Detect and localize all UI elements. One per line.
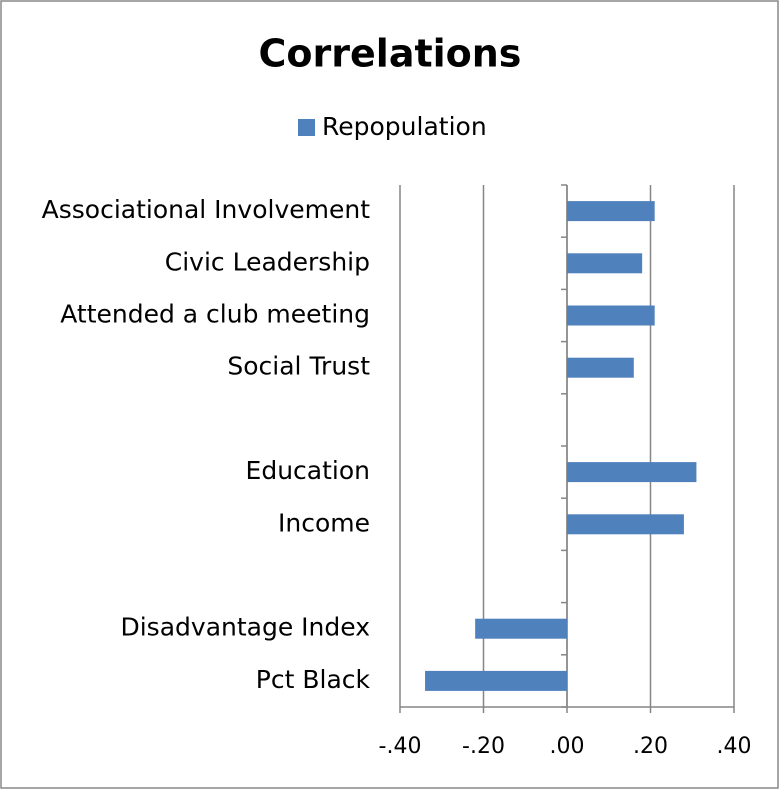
x-tick-label: -.40 — [379, 734, 422, 759]
bar — [567, 514, 684, 535]
bar — [567, 462, 697, 483]
y-tick-label: Associational Involvement — [42, 195, 371, 224]
bar — [567, 253, 643, 274]
bar — [567, 305, 655, 326]
x-tick-label: .20 — [633, 734, 668, 759]
y-tick-label: Education — [246, 456, 370, 485]
y-tick-label: Civic Leadership — [165, 247, 370, 276]
y-tick-label: Pct Black — [256, 665, 371, 694]
legend-label: Repopulation — [322, 112, 487, 141]
x-tick-label: -.20 — [462, 734, 505, 759]
x-tick-label: .00 — [550, 734, 585, 759]
y-tick-label: Attended a club meeting — [60, 300, 370, 329]
y-tick-label: Income — [278, 508, 370, 537]
y-tick-label: Social Trust — [227, 352, 370, 381]
bar — [567, 201, 655, 222]
legend-swatch — [298, 119, 315, 136]
bar — [425, 670, 567, 691]
bar — [567, 357, 634, 378]
chart-title: Correlations — [259, 32, 522, 76]
x-tick-label: .40 — [717, 734, 752, 759]
bar — [475, 618, 567, 639]
y-tick-label: Disadvantage Index — [120, 613, 370, 642]
